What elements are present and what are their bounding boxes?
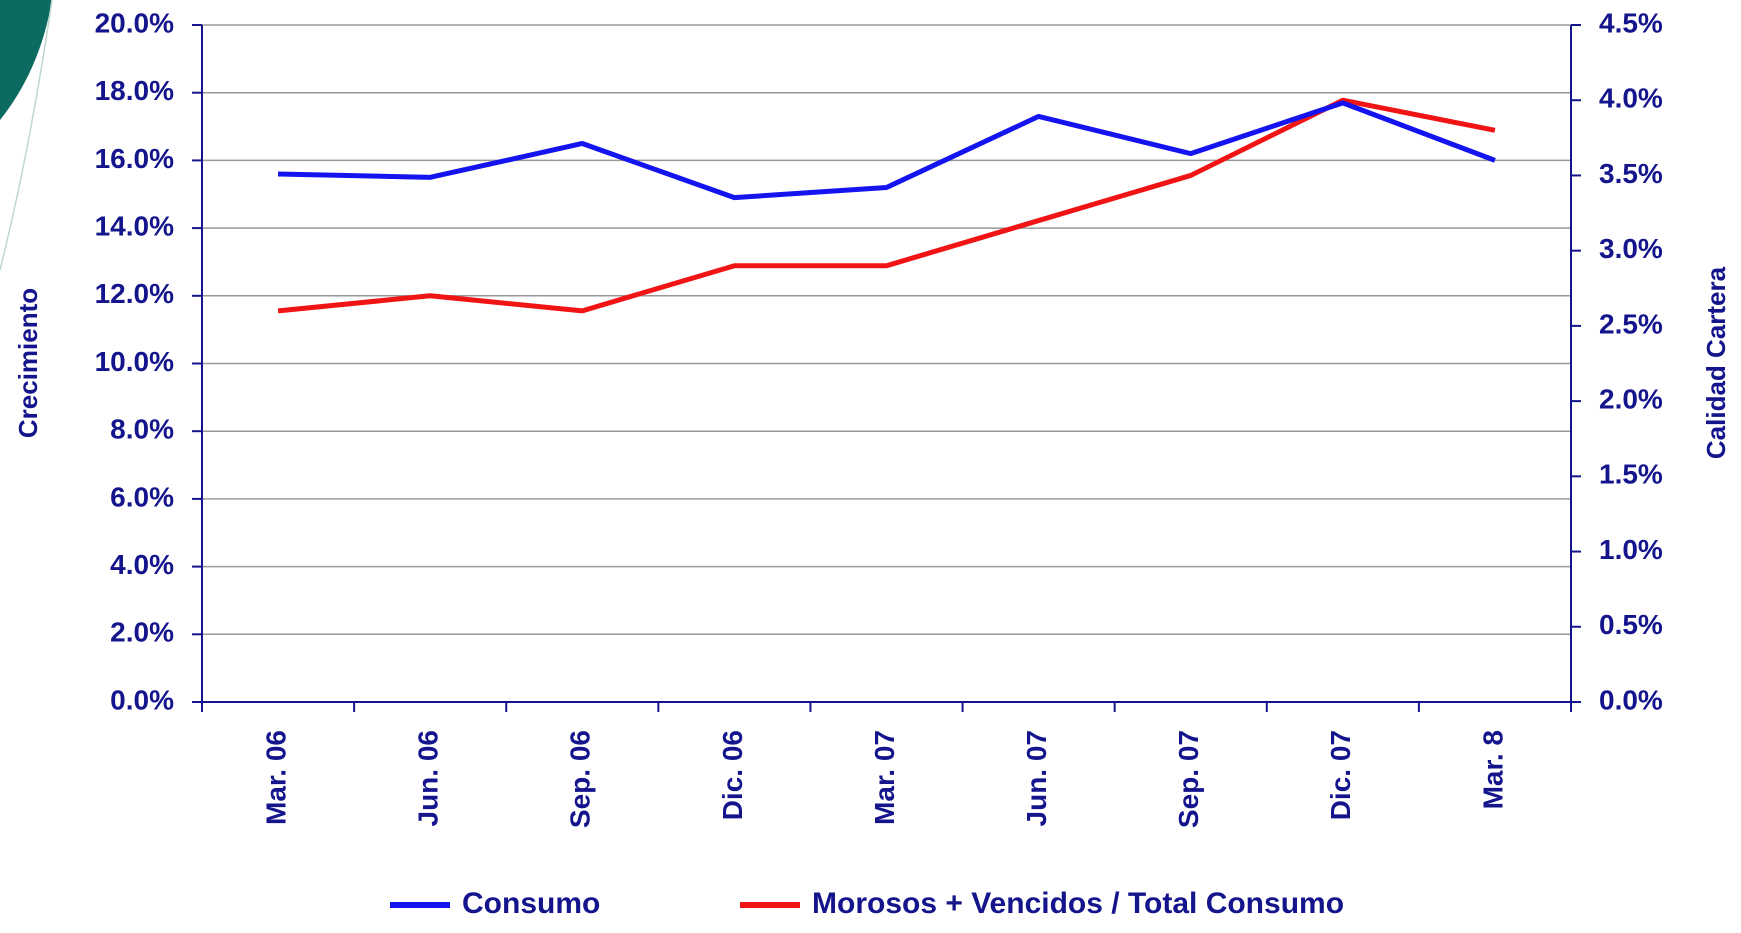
y-tick-label: 0.0% xyxy=(110,684,174,715)
x-tick-label: Jun. 06 xyxy=(413,730,444,826)
series-line xyxy=(277,100,1496,201)
y-tick-label: 20.0% xyxy=(95,7,174,38)
series-line xyxy=(277,97,1496,314)
y-tick-label: 12.0% xyxy=(95,278,174,309)
y2-tick-label: 1.0% xyxy=(1599,534,1663,565)
y-tick-label: 14.0% xyxy=(95,210,174,241)
legend-label: Consumo xyxy=(462,887,600,920)
y-tick-label: 4.0% xyxy=(110,549,174,580)
decoration xyxy=(0,0,52,120)
y-axis-title: Crecimiento xyxy=(13,288,43,438)
y2-tick-label: 1.5% xyxy=(1599,459,1663,490)
y-tick-label: 16.0% xyxy=(95,143,174,174)
y2-tick-label: 3.5% xyxy=(1599,158,1663,189)
x-tick-label: Mar. 06 xyxy=(260,730,291,825)
y2-tick-label: 0.5% xyxy=(1599,609,1663,640)
x-tick-label: Dic. 06 xyxy=(717,730,748,820)
y2-tick-label: 2.0% xyxy=(1599,384,1663,415)
x-tick-label: Mar. 07 xyxy=(869,730,900,825)
y2-tick-label: 0.0% xyxy=(1599,684,1663,715)
y2-tick-label: 3.0% xyxy=(1599,233,1663,264)
x-tick-label: Sep. 07 xyxy=(1173,730,1204,828)
x-tick-label: Jun. 07 xyxy=(1021,730,1052,826)
y-tick-label: 8.0% xyxy=(110,414,174,445)
y2-axis-title: Calidad Cartera xyxy=(1701,266,1731,459)
y-tick-label: 18.0% xyxy=(95,75,174,106)
x-tick-label: Mar. 8 xyxy=(1477,730,1508,809)
x-tick-label: Sep. 06 xyxy=(565,730,596,828)
y-tick-label: 6.0% xyxy=(110,481,174,512)
x-tick-label: Dic. 07 xyxy=(1325,730,1356,820)
decoration-line xyxy=(0,0,53,271)
y-tick-label: 10.0% xyxy=(95,346,174,377)
y2-tick-label: 4.0% xyxy=(1599,83,1663,114)
y2-tick-label: 2.5% xyxy=(1599,308,1663,339)
y-tick-label: 2.0% xyxy=(110,617,174,648)
legend-label: Morosos + Vencidos / Total Consumo xyxy=(812,887,1344,920)
y2-tick-label: 4.5% xyxy=(1599,7,1663,38)
